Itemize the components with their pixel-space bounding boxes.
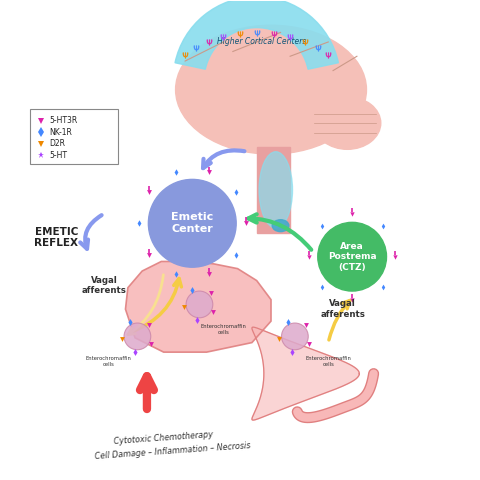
Text: D2R: D2R [49, 139, 65, 148]
Text: EMETIC
REFLEX: EMETIC REFLEX [34, 227, 78, 249]
Text: Vagal
afferents: Vagal afferents [320, 300, 365, 319]
Circle shape [124, 323, 151, 350]
Text: Vagal
afferents: Vagal afferents [82, 276, 126, 295]
Circle shape [318, 222, 386, 291]
Text: Enterochromaffin
cells: Enterochromaffin cells [200, 324, 246, 335]
Text: Area
Postrema
(CTZ): Area Postrema (CTZ) [328, 242, 376, 272]
Text: Enterochromaffin
cells: Enterochromaffin cells [305, 357, 351, 367]
Wedge shape [175, 0, 338, 69]
FancyBboxPatch shape [30, 109, 118, 164]
Circle shape [148, 180, 236, 267]
Text: Enterochromaffin
cells: Enterochromaffin cells [86, 357, 132, 367]
Text: 5-HT: 5-HT [49, 151, 67, 159]
Text: Emetic
Center: Emetic Center [171, 213, 214, 234]
Ellipse shape [314, 97, 381, 149]
Circle shape [281, 323, 308, 350]
Ellipse shape [259, 152, 292, 228]
Ellipse shape [176, 25, 366, 154]
Polygon shape [257, 147, 290, 233]
Text: 5-HT3R: 5-HT3R [49, 116, 77, 125]
Polygon shape [252, 327, 360, 420]
Text: Higher Cortical Centers: Higher Cortical Centers [217, 37, 306, 47]
Ellipse shape [272, 220, 289, 232]
Text: Cytotoxic Chemotherapy: Cytotoxic Chemotherapy [114, 430, 214, 446]
Polygon shape [125, 262, 271, 352]
Text: NK-1R: NK-1R [49, 128, 72, 137]
Text: Cell Damage – Inflammation – Necrosis: Cell Damage – Inflammation – Necrosis [95, 441, 251, 461]
Circle shape [186, 291, 213, 318]
